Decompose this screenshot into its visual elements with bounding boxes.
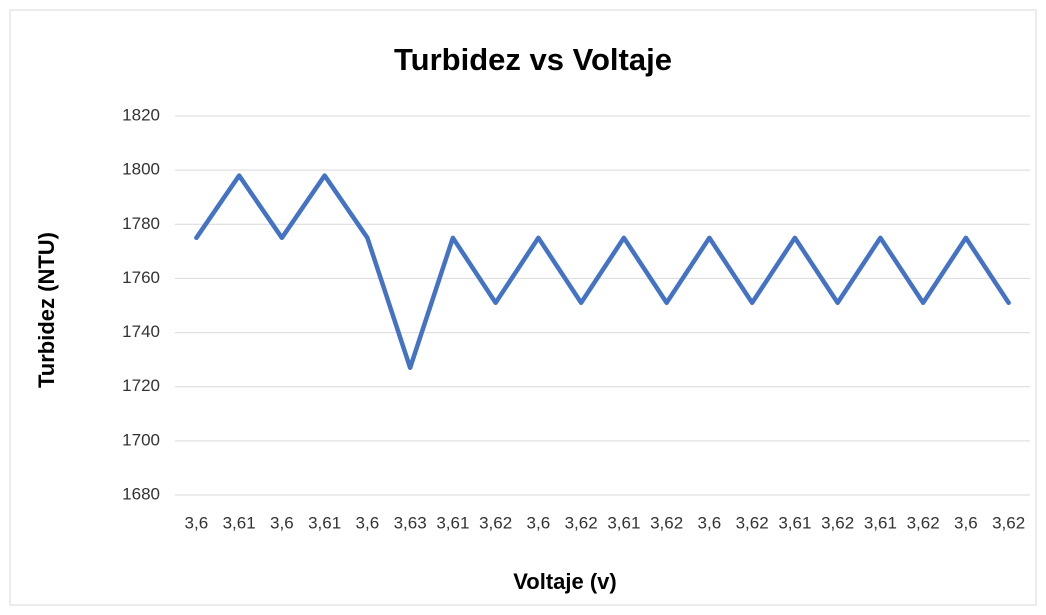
x-tick-label: 3,61 <box>223 513 256 532</box>
y-tick-label: 1780 <box>122 214 160 233</box>
x-tick-label: 3,62 <box>736 513 769 532</box>
x-tick-label: 3,61 <box>778 513 811 532</box>
x-tick-label: 3,61 <box>864 513 897 532</box>
x-tick-label: 3,6 <box>356 513 380 532</box>
y-tick-label: 1800 <box>122 160 160 179</box>
chart-title: Turbidez vs Voltaje <box>394 42 672 77</box>
x-axis-label: Voltaje (v) <box>513 569 617 594</box>
x-tick-label: 3,62 <box>565 513 598 532</box>
x-tick-label: 3,62 <box>821 513 854 532</box>
chart-border <box>9 9 1037 606</box>
y-tick-label: 1680 <box>122 484 160 503</box>
y-tick-label: 1700 <box>122 430 160 449</box>
y-tick-label: 1820 <box>122 105 160 124</box>
x-tick-label: 3,61 <box>436 513 469 532</box>
data-line <box>194 173 1011 371</box>
y-tick-label: 1760 <box>122 268 160 287</box>
x-tick-label: 3,6 <box>185 513 209 532</box>
x-tick-label: 3,62 <box>650 513 683 532</box>
y-axis-label: Turbidez (NTU) <box>34 232 59 388</box>
x-tick-label: 3,6 <box>270 513 294 532</box>
x-tick-label: 3,61 <box>308 513 341 532</box>
y-tick-label: 1720 <box>122 376 160 395</box>
x-tick-label: 3,6 <box>527 513 551 532</box>
x-tick-label: 3,61 <box>607 513 640 532</box>
x-tick-label: 3,6 <box>698 513 722 532</box>
y-tick-label: 1740 <box>122 322 160 341</box>
x-tick-label: 3,62 <box>992 513 1025 532</box>
x-tick-label: 3,62 <box>907 513 940 532</box>
x-tick-label: 3,6 <box>954 513 978 532</box>
x-tick-label: 3,63 <box>394 513 427 532</box>
x-tick-label: 3,62 <box>479 513 512 532</box>
